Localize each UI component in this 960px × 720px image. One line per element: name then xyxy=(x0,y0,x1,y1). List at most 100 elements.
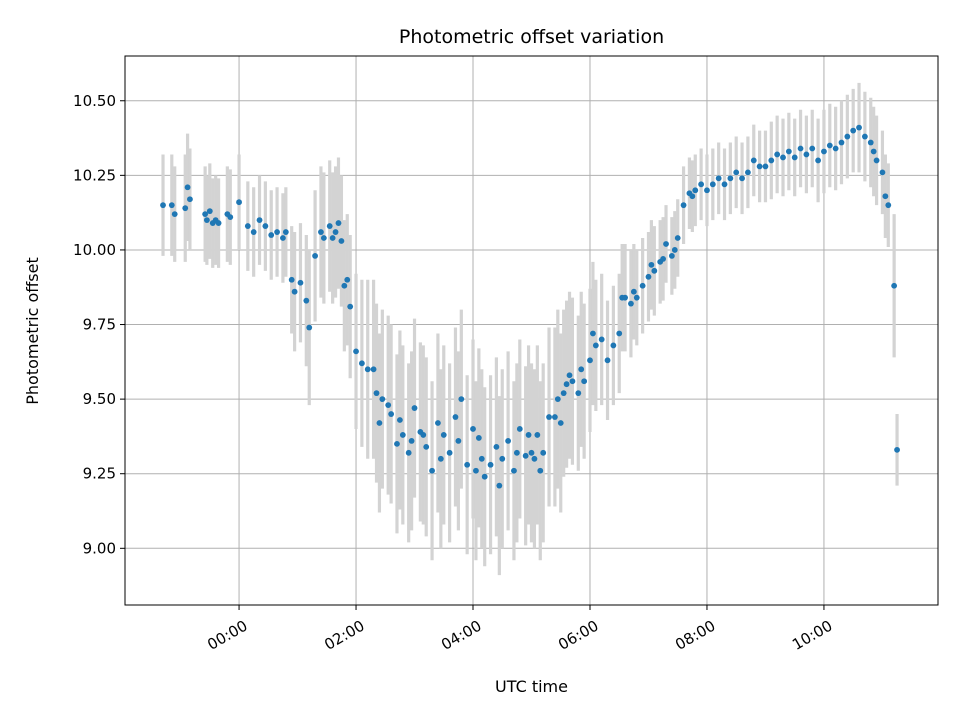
data-point xyxy=(187,196,193,203)
data-point xyxy=(481,473,488,480)
data-point xyxy=(745,169,751,176)
axes-frame xyxy=(124,55,939,606)
data-point xyxy=(437,455,444,462)
data-point xyxy=(569,378,576,385)
data-point xyxy=(274,229,280,235)
data-point xyxy=(344,276,351,283)
data-point xyxy=(546,414,552,420)
data-point xyxy=(385,402,392,408)
data-point xyxy=(513,449,520,456)
data-point xyxy=(320,235,327,241)
data-point xyxy=(885,202,892,209)
data-point xyxy=(563,381,570,388)
y-tick-label: 9.00 xyxy=(83,539,116,557)
data-point xyxy=(473,467,479,474)
data-point xyxy=(560,390,567,397)
data-point xyxy=(306,324,313,331)
data-point xyxy=(332,229,339,235)
data-point xyxy=(832,145,839,152)
data-point xyxy=(645,273,652,280)
x-axis-label: UTC time xyxy=(495,677,568,696)
data-point xyxy=(566,372,573,379)
y-tick-label: 9.25 xyxy=(83,465,116,483)
data-point xyxy=(318,229,324,235)
data-point xyxy=(622,294,628,301)
data-point xyxy=(826,142,833,149)
data-point xyxy=(250,229,257,235)
data-point xyxy=(531,455,538,462)
data-point xyxy=(867,139,874,146)
data-point xyxy=(171,211,178,218)
data-point xyxy=(873,157,880,164)
data-point xyxy=(557,420,564,426)
data-point xyxy=(160,202,166,209)
data-point xyxy=(291,288,298,295)
data-point xyxy=(475,435,482,441)
data-point xyxy=(651,267,658,274)
data-point xyxy=(861,133,868,140)
data-point xyxy=(516,426,523,432)
data-point xyxy=(668,253,675,259)
data-point xyxy=(870,148,877,155)
y-tick-label: 9.75 xyxy=(83,316,116,334)
data-point xyxy=(578,366,585,373)
data-point xyxy=(493,443,500,450)
data-point xyxy=(628,300,634,307)
data-point xyxy=(470,426,476,432)
data-point xyxy=(420,432,427,438)
data-point xyxy=(671,247,678,253)
data-point xyxy=(408,437,415,444)
data-point xyxy=(376,420,383,426)
data-point xyxy=(791,154,798,161)
data-point xyxy=(312,253,318,259)
data-point xyxy=(452,414,459,420)
data-point xyxy=(168,202,175,209)
data-point xyxy=(435,420,441,426)
data-point xyxy=(581,378,588,385)
data-point xyxy=(680,202,687,209)
data-point xyxy=(511,467,517,474)
data-point xyxy=(353,348,359,355)
data-point xyxy=(455,437,462,444)
data-point xyxy=(394,440,400,447)
data-point xyxy=(663,241,669,247)
data-point xyxy=(803,151,810,158)
data-point xyxy=(236,199,242,206)
data-point xyxy=(721,181,728,188)
data-point xyxy=(616,330,623,337)
data-point xyxy=(280,235,286,241)
data-point xyxy=(446,449,453,456)
y-axis-label: Photometric offset xyxy=(23,257,42,405)
data-point xyxy=(750,157,757,164)
data-point xyxy=(592,342,599,349)
data-point xyxy=(487,461,494,468)
y-tick-label: 10.50 xyxy=(73,92,116,110)
data-point xyxy=(785,148,792,155)
data-point xyxy=(590,330,596,337)
data-point xyxy=(587,357,593,364)
data-point xyxy=(674,235,681,241)
data-point xyxy=(358,360,365,367)
data-point xyxy=(373,390,380,397)
data-point xyxy=(715,175,722,182)
data-point xyxy=(727,175,734,182)
chart-title: Photometric offset variation xyxy=(399,26,664,48)
data-point xyxy=(303,297,310,304)
data-point xyxy=(256,217,263,224)
data-point xyxy=(341,282,348,289)
data-point xyxy=(733,169,740,176)
data-point xyxy=(347,303,354,310)
data-point xyxy=(364,366,371,373)
data-point xyxy=(739,175,745,182)
data-point xyxy=(844,133,851,140)
data-point xyxy=(780,154,786,161)
data-point xyxy=(388,411,395,417)
data-point xyxy=(660,255,667,262)
data-point xyxy=(478,455,485,462)
data-point xyxy=(639,282,646,289)
data-point xyxy=(575,390,582,397)
data-point xyxy=(206,208,213,215)
data-point xyxy=(370,366,377,373)
data-point xyxy=(894,446,900,453)
